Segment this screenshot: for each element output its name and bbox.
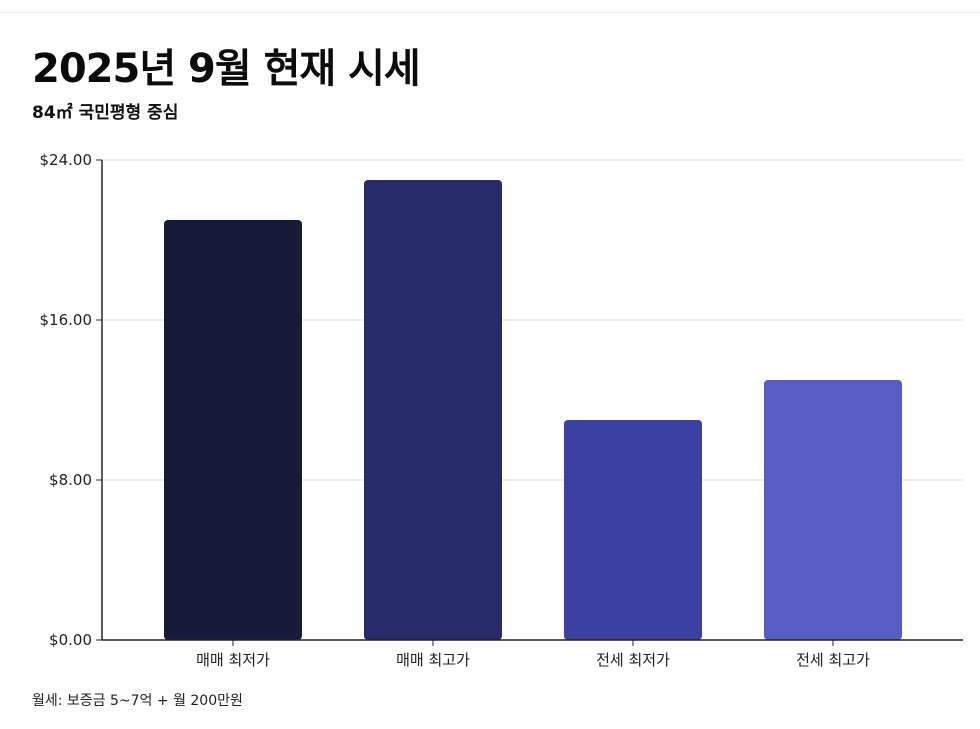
- bar: [364, 180, 502, 640]
- x-tick-label: 전세 최고가: [796, 651, 870, 669]
- tick-labels: $0.00 $8.00 $16.00 $24.00 매매 최저가 매매 최고가 전세 최저가…: [40, 151, 871, 669]
- bar: [164, 220, 302, 640]
- page-subtitle: 84㎡ 국민평형 중심: [32, 103, 179, 123]
- y-tick-label: $0.00: [49, 631, 92, 649]
- y-tick-label: $8.00: [49, 471, 92, 489]
- y-tick-label: $16.00: [40, 311, 93, 329]
- bar: [564, 420, 702, 640]
- axes: [96, 159, 963, 646]
- bar: [764, 380, 902, 640]
- page-title: 2025년 9월 현재 시세: [32, 46, 421, 92]
- footnote: 월세: 보증금 5~7억 + 월 200만원: [32, 693, 243, 709]
- x-tick-label: 전세 최저가: [596, 651, 670, 669]
- top-divider: [0, 12, 980, 13]
- bars: [164, 180, 902, 640]
- x-tick-label: 매매 최저가: [196, 651, 270, 669]
- bar-chart: $0.00 $8.00 $16.00 $24.00 매매 최저가 매매 최고가 전세 최저가…: [40, 151, 963, 669]
- x-tick-label: 매매 최고가: [396, 651, 470, 669]
- y-tick-label: $24.00: [40, 151, 93, 169]
